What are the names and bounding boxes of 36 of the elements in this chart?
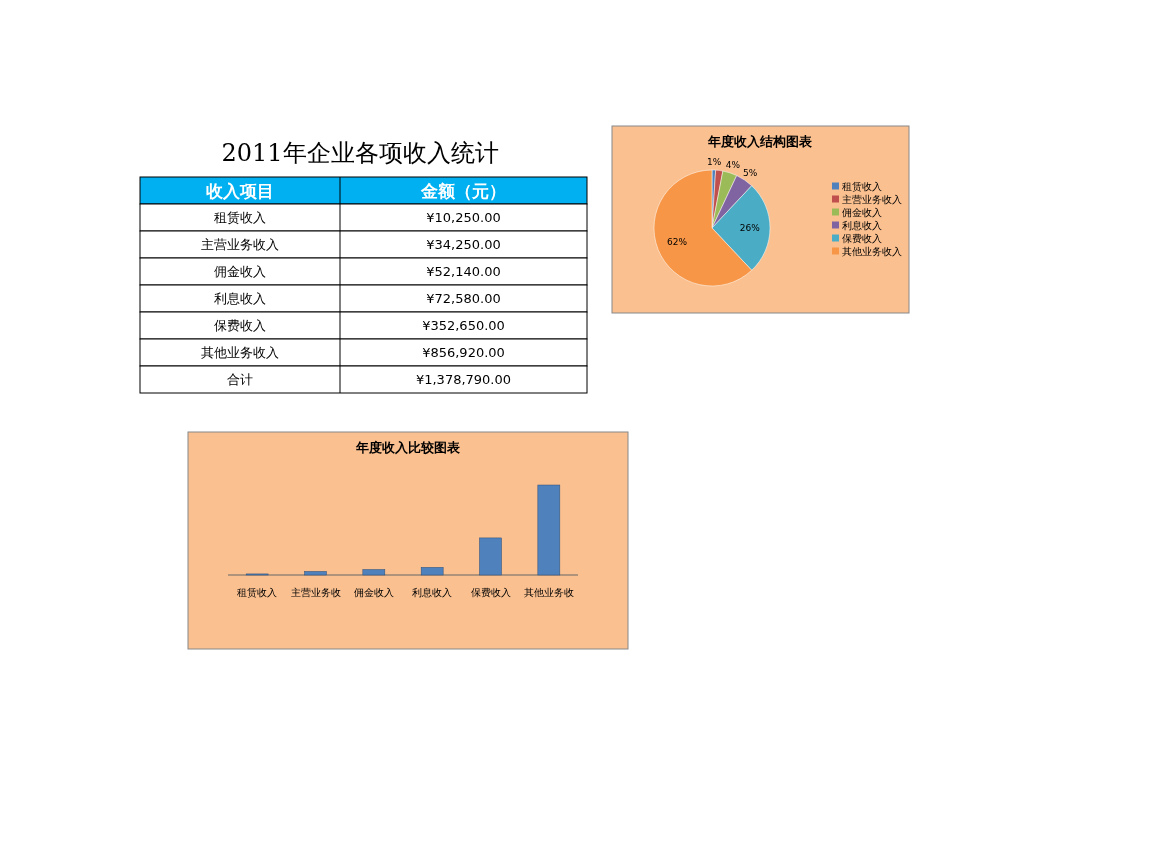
category-label: 合计 [227,372,253,387]
legend-label: 佣金收入 [842,206,882,218]
legend-label: 租赁收入 [842,180,882,192]
text: 金额（元） [420,180,506,201]
x-tick-label: 佣金收入 [353,586,394,598]
category-label: 租赁收入 [214,210,266,225]
x-tick-label: 租赁收入 [237,586,278,598]
text: ¥352,650.00 [422,318,505,333]
data-label: 62% [666,236,688,247]
category-label: 利息收入 [214,291,266,306]
text: ¥34,250.00 [426,237,501,252]
data-label: 4% [725,160,741,171]
text: ¥10,250.00 [426,210,501,225]
category-label: 主营业务收入 [201,237,279,252]
legend-label: 其他业务收入 [842,245,902,257]
legend-label: 保费收入 [842,232,882,244]
text: ¥52,140.00 [426,264,501,279]
chart-title: 年度收入结构图表 [707,133,813,149]
category-label: 保费收入 [214,318,266,333]
text: ¥856,920.00 [422,345,505,360]
x-tick-label: 保费收入 [470,586,511,598]
text: ¥72,580.00 [426,291,501,306]
legend-label: 利息收入 [842,219,882,231]
data-label: 5% [743,168,758,179]
data-label: 1% [707,157,722,168]
data-label: 26% [739,223,761,233]
x-tick-label: 利息收入 [412,586,453,598]
category-label: 佣金收入 [214,264,266,279]
x-tick-label: 其他业务收 [523,586,574,598]
chart-title: 年度收入比较图表 [355,439,461,455]
text: 2011年企业各项收入统计 [221,139,499,167]
text: 收入项目 [206,180,274,201]
text: ¥1,378,790.00 [415,372,512,387]
category-label: 其他业务收入 [201,345,279,360]
x-tick-label: 主营业务收 [290,586,341,598]
legend-label: 主营业务收入 [842,193,902,205]
